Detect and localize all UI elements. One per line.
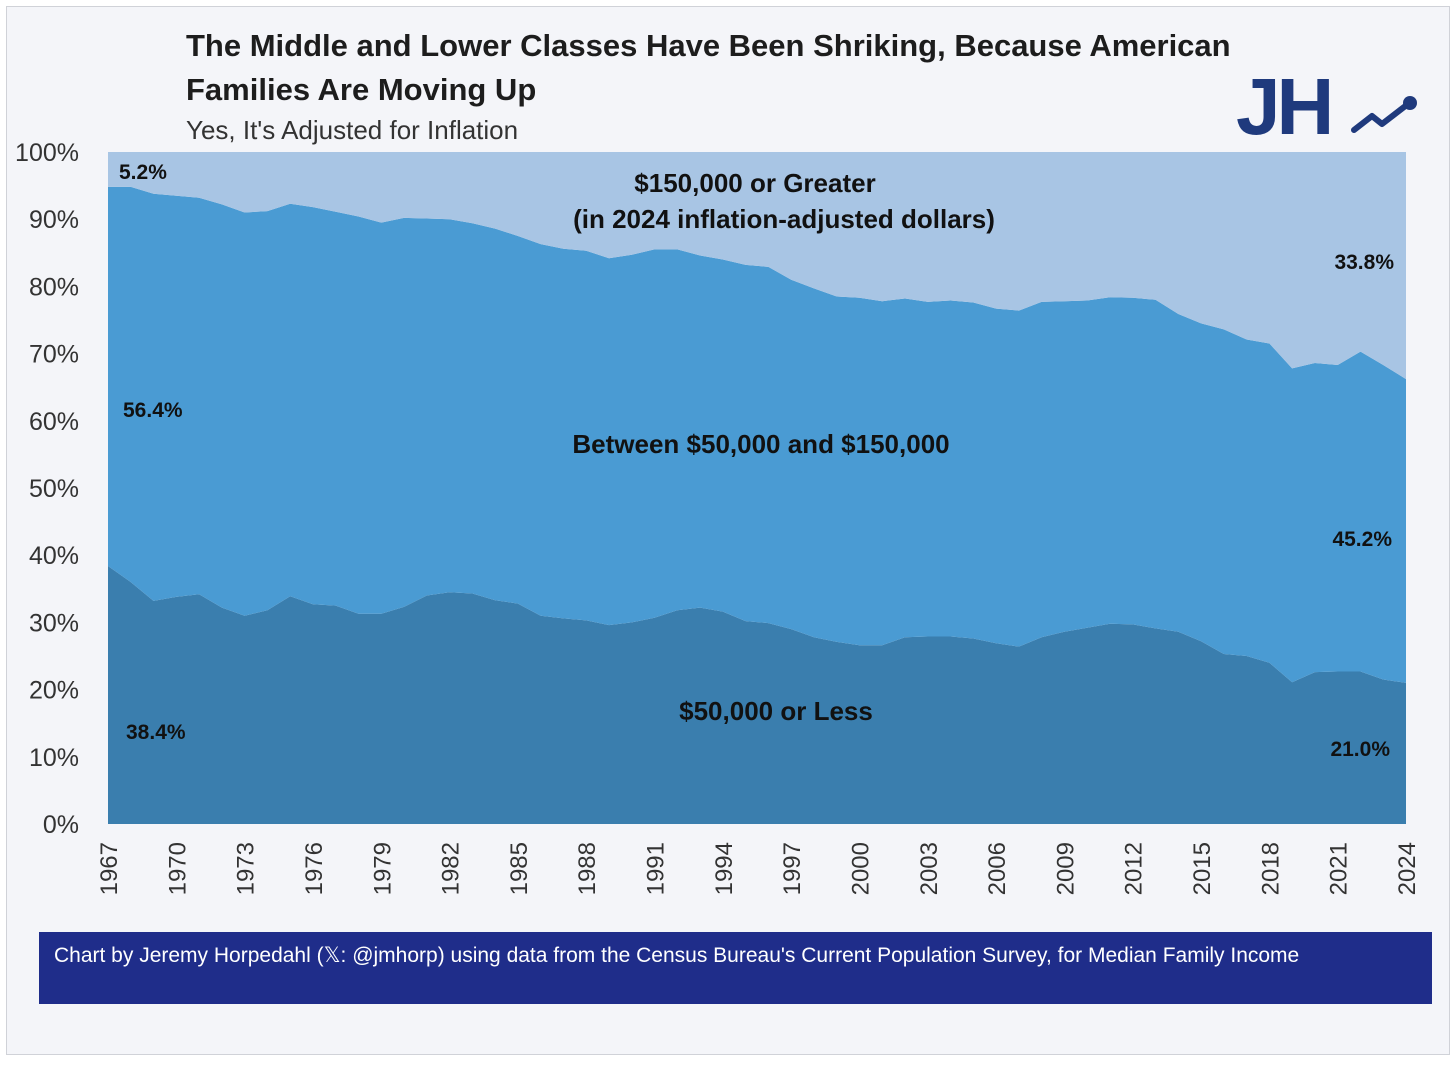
y-tick-label: 70% — [29, 341, 79, 369]
y-tick-label: 100% — [15, 139, 79, 167]
x-tick-label: 2015 — [1189, 842, 1216, 895]
x-tick-label: 2012 — [1121, 842, 1148, 895]
area-series-1 — [108, 566, 1406, 824]
x-tick-label: 2024 — [1394, 842, 1421, 895]
x-tick-label: 1982 — [438, 842, 465, 895]
x-tick-label: 1970 — [164, 842, 191, 895]
region-label-top-line1: $150,000 or Greater — [634, 168, 875, 198]
x-tick-label: 1973 — [233, 842, 260, 895]
stacked-area-chart: 0%10%20%30%40%50%60%70%80%90%100% 1967 19… — [15, 139, 1421, 895]
y-tick-label: 30% — [29, 609, 79, 637]
logo-trend-dot — [1403, 96, 1417, 110]
value-label-bottom-end: 21.0% — [1330, 738, 1390, 761]
x-tick-label: 1967 — [96, 842, 123, 895]
x-tick-label: 1985 — [506, 842, 533, 895]
x-tick-label: 1988 — [574, 842, 601, 895]
value-label-middle-start: 56.4% — [123, 399, 183, 422]
x-tick-label: 2018 — [1257, 842, 1284, 895]
x-tick-label: 1976 — [301, 842, 328, 895]
y-tick-label: 40% — [29, 542, 79, 570]
x-tick-label: 2021 — [1326, 842, 1353, 895]
area-layers — [108, 152, 1406, 824]
value-label-bottom-start: 38.4% — [126, 721, 186, 744]
y-tick-label: 90% — [29, 206, 79, 234]
y-tick-label: 80% — [29, 273, 79, 301]
source-footer: Chart by Jeremy Horpedahl (𝕏: @jmhorp) u… — [39, 932, 1432, 1004]
x-tick-label: 1979 — [369, 842, 396, 895]
region-label-middle: Between $50,000 and $150,000 — [572, 429, 949, 459]
x-tick-label: 1994 — [711, 842, 738, 895]
x-tick-label: 2006 — [984, 842, 1011, 895]
x-tick-label: 2000 — [847, 842, 874, 895]
area-series-2 — [108, 186, 1406, 683]
y-tick-label: 0% — [43, 811, 79, 839]
y-tick-label: 10% — [29, 744, 79, 772]
region-label-top-line2: (in 2024 inflation-adjusted dollars) — [573, 204, 995, 234]
y-tick-label: 20% — [29, 677, 79, 705]
jh-logo: JH — [1236, 66, 1417, 140]
logo-trend-line — [1351, 101, 1411, 133]
value-label-top-start: 5.2% — [119, 161, 167, 184]
region-label-bottom: $50,000 or Less — [679, 696, 873, 726]
y-tick-label: 50% — [29, 475, 79, 503]
value-label-middle-end: 45.2% — [1332, 528, 1392, 551]
area-series-3 — [108, 152, 1406, 380]
x-axis-ticks: 1967 1970 1973 1976 1979 1982 1985 1988 1991 1994… — [96, 842, 1421, 895]
x-tick-label: 2003 — [916, 842, 943, 895]
x-tick-label: 1991 — [643, 842, 670, 895]
y-tick-label: 60% — [29, 408, 79, 436]
chart-subtitle: Yes, It's Adjusted for Inflation — [186, 115, 519, 145]
logo-text: JH — [1236, 66, 1330, 140]
x-tick-label: 2009 — [1052, 842, 1079, 895]
chart-title: The Middle and Lower Classes Have Been S… — [186, 28, 1231, 107]
y-axis-ticks: 0% 10% 20% 30% 40% 50% 60% 70% 80% 90% 100% — [15, 139, 79, 839]
x-tick-label: 1997 — [779, 842, 806, 895]
value-label-top-end: 33.8% — [1334, 251, 1394, 274]
